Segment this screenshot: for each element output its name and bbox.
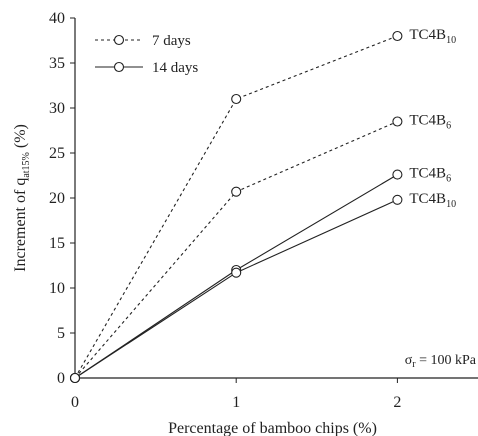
y-tick-label: 30 [49, 100, 65, 117]
legend-marker-1 [113, 61, 125, 73]
legend-label-0: 7 days [152, 33, 191, 49]
y-tick-label: 10 [49, 280, 65, 297]
y-tick-label: 15 [49, 235, 65, 252]
y-tick-label: 25 [49, 145, 65, 162]
x-tick-label: 0 [71, 394, 79, 411]
series-label-3: TC4B10 [409, 191, 456, 210]
x-tick-label: 2 [393, 394, 401, 411]
series-line-1 [74, 120, 398, 379]
x-tick-label: 1 [232, 394, 240, 411]
series-layer [69, 30, 403, 384]
axes: 0 5 10 15 20 25 30 35 40 0 1 2 [49, 10, 478, 411]
data-point [392, 169, 403, 180]
legend-marker-0 [113, 34, 125, 46]
y-tick-label: 0 [57, 370, 65, 387]
x-axis-title: Percentage of bamboo chips (%) [168, 420, 377, 436]
legend-label-1: 14 days [152, 60, 198, 76]
y-tick-label: 5 [57, 325, 65, 342]
data-point [69, 372, 81, 384]
series-label-2: TC4B6 [409, 166, 451, 185]
data-point [231, 186, 242, 197]
series-line-3 [74, 199, 398, 379]
series-labels: TC4B10 TC4B6 TC4B6 TC4B10 [409, 27, 456, 210]
data-point [392, 194, 403, 205]
legend: 7 days 14 days [95, 33, 198, 76]
data-point [392, 116, 403, 127]
y-axis-title: Increment of qat15% (%) [12, 124, 32, 272]
y-tick-label: 20 [49, 190, 65, 207]
data-point [231, 267, 242, 278]
data-point [392, 30, 403, 42]
data-point [231, 93, 242, 105]
y-tick-label: 40 [49, 10, 65, 27]
series-label-1: TC4B6 [409, 113, 451, 132]
sigma-annotation: σr = 100 kPa [405, 353, 477, 370]
series-line-0 [74, 35, 398, 379]
y-tick-label: 35 [49, 55, 65, 72]
series-label-0: TC4B10 [409, 27, 456, 46]
